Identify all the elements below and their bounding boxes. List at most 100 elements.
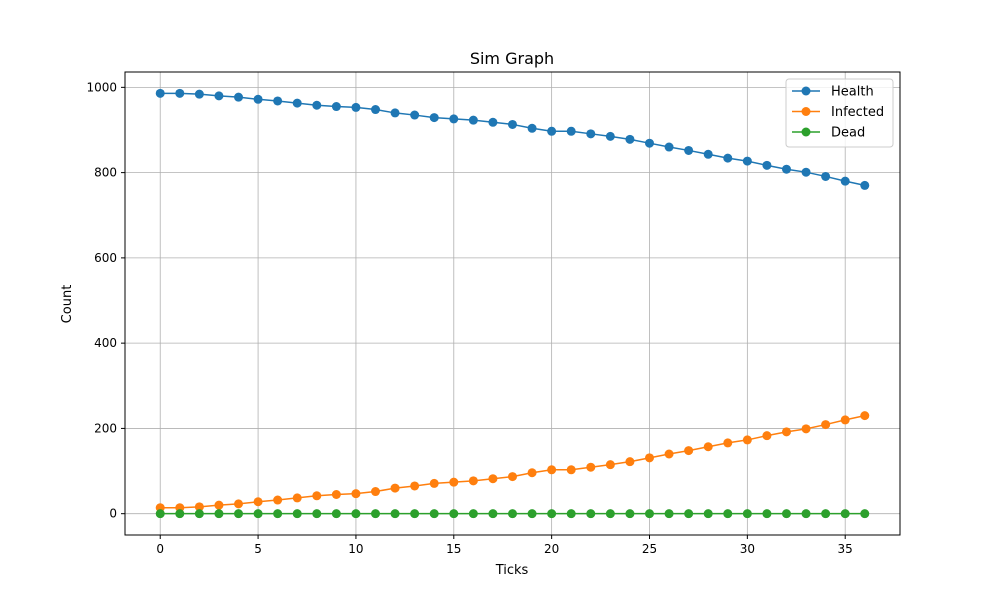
series-infected: [155, 411, 870, 513]
data-point-health: [410, 110, 420, 120]
plot-frame: [124, 71, 901, 536]
data-point-health: [703, 149, 713, 159]
data-point-dead: [508, 509, 517, 519]
data-point-dead: [644, 509, 654, 519]
data-point-health: [644, 138, 654, 148]
data-point-infected: [742, 435, 752, 445]
data-point-health: [273, 96, 283, 106]
axes: 0 5 10 15 20 25 30 35 0 200 400 600 800 1000: [86, 80, 852, 556]
legend-marker-health: [801, 86, 811, 96]
y-tick-label: 0: [109, 507, 117, 521]
data-point-infected: [429, 478, 439, 488]
data-point-infected: [214, 500, 224, 510]
chart-title: Sim Graph: [470, 49, 554, 68]
data-point-health: [840, 176, 850, 186]
data-point-infected: [547, 465, 557, 475]
data-point-health: [566, 126, 576, 136]
data-point-dead: [762, 509, 772, 519]
data-point-dead: [566, 509, 576, 519]
data-point-dead: [234, 509, 244, 519]
data-point-dead: [214, 509, 224, 519]
data-point-health: [234, 92, 244, 102]
data-point-infected: [253, 497, 263, 507]
data-point-dead: [488, 509, 498, 519]
data-point-dead: [253, 509, 263, 519]
data-point-infected: [801, 424, 811, 434]
data-point-health: [331, 102, 341, 112]
data-point-health: [860, 180, 870, 190]
legend-item-health: Health: [792, 85, 874, 100]
data-point-health: [742, 156, 752, 166]
series-line-health: [160, 92, 865, 187]
data-point-dead: [527, 509, 537, 519]
data-point-dead: [625, 509, 635, 519]
y-tick-label: 1000: [86, 80, 117, 94]
data-point-health: [194, 89, 204, 99]
data-point-dead: [390, 509, 400, 519]
data-point-infected: [781, 427, 791, 437]
data-point-infected: [762, 431, 772, 441]
x-tick-label: 35: [838, 542, 853, 556]
y-tick-label: 600: [94, 251, 117, 265]
data-point-infected: [371, 487, 381, 497]
data-point-infected: [527, 468, 537, 478]
data-point-health: [664, 142, 674, 152]
x-axis-label: Ticks: [495, 563, 529, 578]
data-point-infected: [840, 415, 850, 425]
data-point-health: [292, 98, 302, 108]
y-tick-label: 400: [94, 336, 117, 350]
data-point-health: [155, 88, 165, 98]
data-point-infected: [410, 481, 420, 491]
y-tick-label: 200: [94, 421, 117, 435]
data-point-infected: [723, 438, 733, 448]
data-point-dead: [547, 509, 557, 519]
data-point-dead: [292, 509, 302, 519]
data-point-dead: [371, 509, 381, 519]
data-point-dead: [410, 509, 420, 519]
data-point-health: [429, 113, 439, 123]
data-point-health: [253, 94, 263, 104]
data-point-dead: [586, 509, 596, 519]
data-point-dead: [312, 509, 322, 519]
data-point-dead: [331, 509, 341, 519]
x-tick-label: 10: [348, 542, 363, 556]
data-point-dead: [781, 509, 791, 519]
data-point-infected: [508, 472, 517, 482]
data-point-dead: [605, 509, 615, 519]
grid-lines: [125, 72, 900, 535]
legend-marker-dead: [801, 127, 811, 137]
legend-box: [785, 78, 894, 148]
data-point-health: [214, 91, 224, 101]
data-point-health: [547, 126, 557, 136]
legend: Health Infected Dead: [785, 78, 894, 148]
data-point-health: [175, 88, 185, 98]
data-point-infected: [703, 442, 713, 452]
data-point-infected: [351, 489, 361, 499]
data-point-health: [781, 164, 791, 174]
data-point-dead: [468, 509, 478, 519]
data-point-infected: [566, 465, 576, 475]
series-health: [155, 88, 870, 190]
data-point-health: [801, 167, 811, 177]
data-point-dead: [175, 509, 185, 519]
data-point-infected: [292, 493, 302, 503]
data-point-health: [762, 160, 772, 170]
data-point-infected: [449, 477, 459, 487]
data-point-dead: [703, 509, 713, 519]
data-point-dead: [273, 509, 283, 519]
data-point-health: [586, 129, 596, 139]
data-point-infected: [625, 457, 635, 467]
data-point-dead: [821, 509, 831, 519]
data-point-health: [508, 119, 517, 129]
data-point-health: [351, 102, 361, 112]
data-point-infected: [684, 446, 694, 456]
legend-label-health: Health: [831, 85, 874, 100]
data-point-dead: [860, 509, 870, 519]
data-point-health: [605, 131, 615, 141]
x-tick-label: 0: [156, 542, 164, 556]
data-point-health: [488, 117, 498, 127]
data-point-infected: [234, 499, 244, 509]
y-tick-label: 800: [94, 166, 117, 180]
data-point-dead: [429, 509, 439, 519]
data-point-infected: [194, 502, 204, 512]
